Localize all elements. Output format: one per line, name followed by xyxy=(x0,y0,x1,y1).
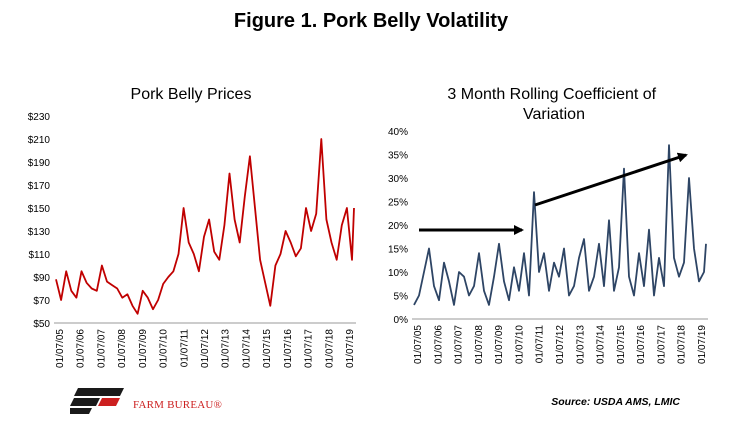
source-note: Source: USDA AMS, LMIC xyxy=(551,396,680,408)
x-tick-label: 01/07/08 xyxy=(117,329,128,368)
x-tick-label: 01/07/05 xyxy=(55,329,66,368)
y-tick-label: $70 xyxy=(33,296,50,307)
left-x-ticks: 01/07/05 01/07/06 01/07/07 01/07/08 01/07/09… xyxy=(55,329,356,368)
figure-title: Figure 1. Pork Belly Volatility xyxy=(233,10,509,32)
x-tick-label: 01/07/10 xyxy=(159,329,170,368)
x-tick-label: 01/07/18 xyxy=(324,329,335,368)
y-tick-label: 5% xyxy=(394,292,409,303)
x-tick-label: 01/07/13 xyxy=(221,329,232,368)
x-tick-label: 01/07/14 xyxy=(241,329,252,368)
right-cv-line xyxy=(413,144,707,306)
x-tick-label: 01/07/13 xyxy=(575,325,586,364)
right-y-ticks: 0% 5% 10% 15% 20% 25% 30% 35% 40% xyxy=(388,127,408,326)
y-tick-label: 25% xyxy=(388,198,408,209)
x-tick-label: 01/07/10 xyxy=(514,325,525,364)
x-tick-label: 01/07/16 xyxy=(283,329,294,368)
y-tick-label: $150 xyxy=(28,204,51,215)
x-tick-label: 01/07/09 xyxy=(494,325,505,364)
y-tick-label: 10% xyxy=(388,268,408,279)
x-tick-label: 01/07/18 xyxy=(677,325,688,364)
x-tick-label: 01/07/16 xyxy=(636,325,647,364)
right-chart: 3 Month Rolling Coefficient of Variation… xyxy=(388,86,708,364)
x-tick-label: 01/07/19 xyxy=(697,325,708,364)
brand-name: FARM BUREAU® xyxy=(133,399,223,411)
left-price-line xyxy=(55,138,355,315)
x-tick-label: 01/07/05 xyxy=(413,325,424,364)
x-tick-label: 01/07/07 xyxy=(454,325,465,364)
x-tick-label: 01/07/11 xyxy=(535,325,546,364)
right-x-ticks: 01/07/05 01/07/06 01/07/07 01/07/08 01/07/09… xyxy=(413,325,708,364)
x-tick-label: 01/07/06 xyxy=(76,329,87,368)
x-tick-label: 01/07/14 xyxy=(596,325,607,364)
x-tick-label: 01/07/19 xyxy=(345,329,356,368)
left-y-ticks: $50 $70 $90 $110 $130 $150 $170 $190 $210 $230 xyxy=(28,112,51,330)
x-tick-label: 01/07/06 xyxy=(433,325,444,364)
y-tick-label: 40% xyxy=(388,127,408,138)
y-tick-label: 30% xyxy=(388,174,408,185)
x-tick-label: 01/07/09 xyxy=(138,329,149,368)
right-chart-title-line1: 3 Month Rolling Coefficient of xyxy=(447,86,656,103)
right-chart-title-line2: Variation xyxy=(523,106,585,123)
y-tick-label: $110 xyxy=(28,250,50,261)
x-tick-label: 01/07/15 xyxy=(616,325,627,364)
y-tick-label: $170 xyxy=(28,181,51,192)
y-tick-label: 15% xyxy=(388,245,408,256)
x-tick-label: 01/07/17 xyxy=(656,325,667,364)
y-tick-label: $210 xyxy=(28,135,51,146)
farm-bureau-logo-icon xyxy=(70,388,124,414)
x-tick-label: 01/07/12 xyxy=(555,325,566,364)
right-chart-title: 3 Month Rolling Coefficient of Variation xyxy=(447,86,660,123)
left-chart-title: Pork Belly Prices xyxy=(131,86,252,103)
y-tick-label: 35% xyxy=(388,151,408,162)
left-chart: Pork Belly Prices $50$70$90$110$130$150$… xyxy=(28,86,356,368)
x-tick-label: 01/07/15 xyxy=(262,329,273,368)
y-tick-label: $230 xyxy=(28,112,51,123)
x-tick-label: 01/07/08 xyxy=(474,325,485,364)
y-tick-label: 0% xyxy=(394,315,409,326)
x-tick-label: 01/07/17 xyxy=(304,329,315,368)
x-tick-label: 01/07/12 xyxy=(200,329,211,368)
x-tick-label: 01/07/07 xyxy=(96,329,107,368)
y-tick-label: $50 xyxy=(33,319,50,330)
x-tick-label: 01/07/11 xyxy=(179,329,190,368)
y-tick-label: $190 xyxy=(28,158,51,169)
y-tick-label: 20% xyxy=(388,221,408,232)
trend-arrow-right xyxy=(534,152,688,207)
y-tick-label: $90 xyxy=(33,273,50,284)
y-tick-label: $130 xyxy=(28,227,51,238)
